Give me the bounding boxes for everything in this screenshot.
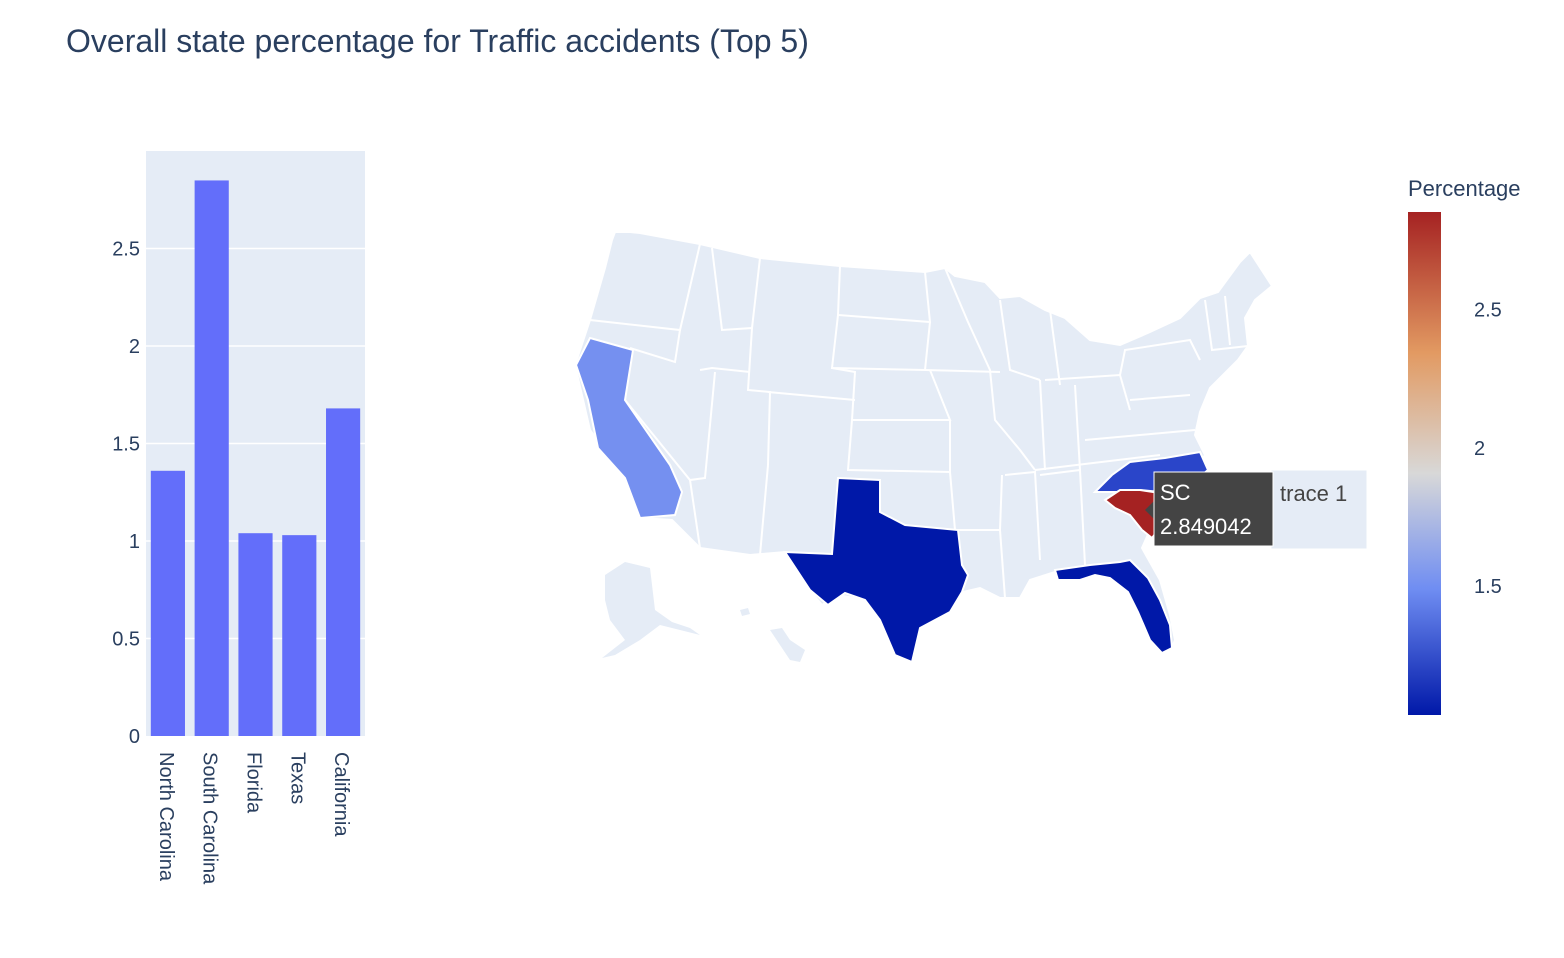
state-texas[interactable] — [783, 476, 970, 664]
bar-x-tick-label: Texas — [286, 752, 308, 804]
bar-x-tick-label: Florida — [243, 752, 265, 814]
bar-california[interactable] — [326, 408, 361, 736]
bar-x-tick-label: South Carolina — [199, 752, 221, 885]
hover-value: 2.849042 — [1160, 514, 1252, 539]
colorbar-ticks: 1.5 2 2.5 — [1474, 300, 1502, 599]
us-map[interactable]: trace 1 SC 2.849042 — [573, 231, 1367, 664]
bar-florida[interactable] — [238, 533, 273, 736]
colorbar-tick-label: 1.5 — [1474, 576, 1502, 598]
bar-x-ticks: North Carolina South Carolina Florida Texas… — [155, 752, 352, 885]
bar-north-carolina[interactable] — [150, 470, 185, 736]
hover-box — [1153, 471, 1274, 547]
hover-trace-name: trace 1 — [1280, 481, 1347, 506]
bar-y-ticks: 0 0.5 1 1.5 2 2.5 — [112, 239, 140, 749]
colorbar-title: Percentage — [1408, 176, 1521, 201]
bar-y-tick-label: 2 — [129, 336, 140, 358]
state-base-alaska — [602, 562, 700, 658]
hover-state-label: SC — [1160, 480, 1191, 505]
bar-y-tick-label: 1.5 — [112, 434, 140, 456]
bar-chart: 0 0.5 1 1.5 2 2.5 North Carolina South Carolin… — [112, 151, 365, 885]
state-base-usa — [573, 231, 1274, 662]
colorbar-tick-label: 2 — [1474, 438, 1485, 460]
bar-south-carolina[interactable] — [194, 180, 229, 736]
state-florida[interactable] — [1053, 558, 1174, 655]
bar-y-tick-label: 0.5 — [112, 629, 140, 651]
hover-pointer — [1145, 500, 1155, 520]
bar-texas[interactable] — [282, 535, 317, 736]
bar-y-tick-label: 1 — [129, 531, 140, 553]
hover-tooltip: trace 1 SC 2.849042 — [1145, 470, 1367, 549]
colorbar-tick-label: 2.5 — [1474, 300, 1502, 322]
colorbar: Percentage 1.5 2 2.5 — [1408, 176, 1521, 715]
state-california[interactable] — [574, 336, 684, 520]
chart-title: Overall state percentage for Traffic acc… — [66, 23, 809, 59]
bar-x-tick-label: California — [330, 752, 352, 837]
bar-x-tick-label: North Carolina — [155, 752, 177, 882]
state-base-hawaii — [740, 608, 805, 662]
bar-y-tick-label: 0 — [129, 726, 140, 748]
bar-series — [150, 180, 361, 736]
bar-y-tick-label: 2.5 — [112, 239, 140, 261]
colorbar-gradient — [1408, 212, 1441, 715]
